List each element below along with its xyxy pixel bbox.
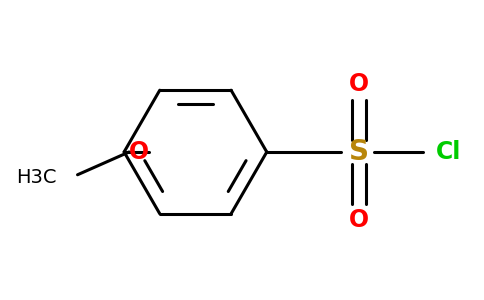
Text: Cl: Cl	[436, 140, 462, 164]
Text: S: S	[349, 138, 369, 166]
Text: O: O	[129, 140, 149, 164]
Text: O: O	[349, 72, 369, 96]
Text: H3C: H3C	[16, 168, 57, 187]
Text: O: O	[349, 208, 369, 232]
